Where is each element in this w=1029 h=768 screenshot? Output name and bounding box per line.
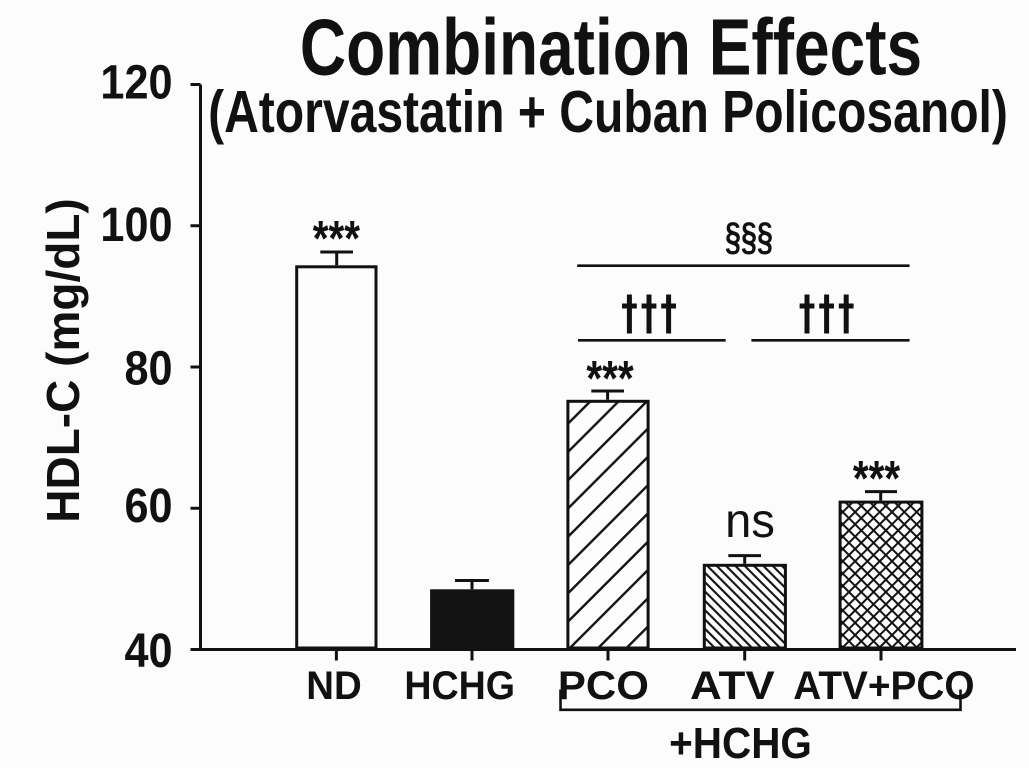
svg-text:HDL-C (mg/dL): HDL-C (mg/dL) xyxy=(37,198,89,522)
svg-text:100: 100 xyxy=(100,198,172,252)
svg-text:Combination Effects: Combination Effects xyxy=(300,3,922,92)
svg-text:***: *** xyxy=(313,210,361,266)
svg-text:ATV+PCO: ATV+PCO xyxy=(793,663,974,708)
svg-text:+HCHG: +HCHG xyxy=(669,718,812,767)
svg-text:§§§: §§§ xyxy=(725,214,773,259)
svg-text:HCHG: HCHG xyxy=(404,664,515,708)
svg-text:***: *** xyxy=(853,451,901,507)
svg-text:(Atorvastatin + Cuban Policosa: (Atorvastatin + Cuban Policosanol) xyxy=(208,79,1008,145)
svg-text:PCO: PCO xyxy=(558,663,649,708)
svg-text:***: *** xyxy=(586,350,634,406)
svg-text:120: 120 xyxy=(100,56,172,110)
svg-text:80: 80 xyxy=(124,341,172,395)
svg-text:ns: ns xyxy=(725,494,775,548)
svg-text:40: 40 xyxy=(124,624,172,678)
svg-text:60: 60 xyxy=(124,479,172,533)
svg-text:ND: ND xyxy=(306,664,361,708)
svg-text:ATV: ATV xyxy=(690,663,775,708)
